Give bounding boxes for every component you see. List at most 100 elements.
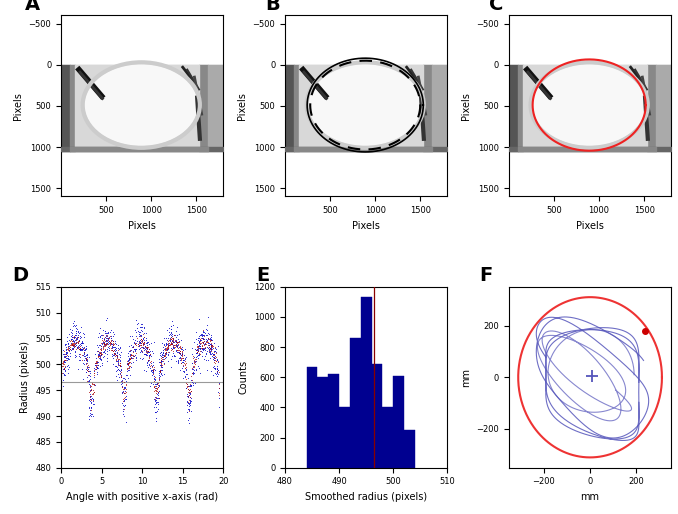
Point [187,369,198,377]
Point [102,334,113,342]
Point [139,334,150,342]
Point [157,357,168,365]
Point [130,345,141,353]
Point [115,372,126,380]
Point [119,412,129,420]
Point [73,352,84,360]
Point [62,346,73,354]
Point [68,321,79,329]
Point [199,344,210,353]
Point [109,352,120,360]
Point [60,362,71,370]
Point [105,337,116,345]
Point [113,364,123,373]
Point [87,396,98,405]
Point [175,354,186,362]
X-axis label: Smoothed radius (pixels): Smoothed radius (pixels) [305,492,427,502]
Point [174,348,185,357]
Point [214,402,224,411]
Point [146,366,157,374]
Y-axis label: Pixels: Pixels [461,92,471,120]
Point [107,346,118,354]
Point [115,366,125,375]
Point [175,356,186,364]
Point [196,348,207,357]
Point [67,345,78,354]
Point [91,358,102,366]
Point [189,365,200,374]
Point [158,355,169,363]
Point [66,335,77,343]
Point [141,336,152,344]
Point [122,366,133,374]
Point [161,344,172,353]
Point [134,339,145,347]
Point [121,418,132,426]
Point [195,340,205,348]
Point [131,345,142,353]
Point [195,369,205,377]
Point [195,341,205,350]
Point [91,358,102,366]
Point [142,360,153,369]
Point [132,334,142,342]
Point [178,356,188,364]
Point [149,386,160,394]
Point [134,330,144,338]
Point [79,356,89,364]
Point [125,358,136,366]
Point [205,341,216,349]
Point [176,350,187,358]
Point [192,348,203,357]
Point [151,385,162,393]
Point [186,372,197,380]
Point [186,376,197,384]
Point [190,348,201,357]
Point [212,388,223,396]
Point [205,354,216,362]
Point [71,339,82,347]
Point [141,367,152,375]
Point [82,351,93,359]
Point [195,350,205,358]
Point [64,345,75,353]
Point [210,357,221,365]
Point [125,350,136,358]
Point [73,365,83,373]
Point [186,397,197,405]
Point [191,346,202,354]
Point [61,333,72,341]
Point [139,346,150,354]
Point [136,320,146,328]
Point [165,335,176,343]
Point [144,347,155,356]
Point [69,336,80,344]
Point [186,378,197,387]
Point [113,366,124,374]
Point [139,336,150,344]
Point [73,342,83,350]
Point [61,352,72,360]
Point [68,344,79,353]
Point [192,351,203,359]
Point [205,335,216,343]
Point [79,344,89,353]
Point [77,364,87,373]
Point [167,336,178,344]
Point [167,344,178,352]
Point [72,335,83,343]
Point [136,326,146,334]
Point [97,361,108,369]
Point [123,347,134,355]
Point [136,320,147,328]
Point [129,345,140,353]
Point [166,331,177,339]
Point [58,357,68,365]
Point [144,351,155,359]
Point [85,403,96,412]
Point [172,338,183,346]
Point [197,341,207,349]
Point [131,345,142,353]
Point [165,340,176,348]
Point [197,332,208,340]
